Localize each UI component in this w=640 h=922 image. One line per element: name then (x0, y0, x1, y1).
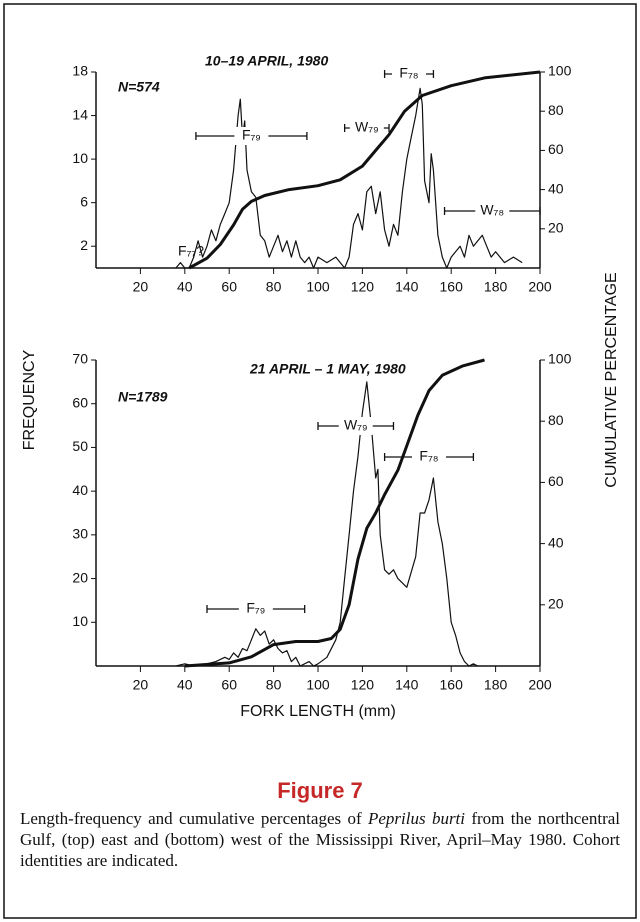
y2-tick-label: 100 (548, 351, 572, 367)
sample-size: N=574 (118, 79, 160, 95)
x-tick-label: 200 (528, 677, 552, 693)
cohort-label: W₇₉ (344, 417, 368, 433)
x-tick-label: 80 (266, 677, 282, 693)
cohort-label: F₇₉ (242, 127, 261, 143)
x-tick-label: 120 (351, 279, 375, 295)
y-tick-label: 30 (72, 526, 88, 542)
cumulative-line (184, 358, 485, 668)
frame (3, 3, 637, 919)
x-tick-label: 80 (266, 279, 282, 295)
y2-tick-label: 40 (548, 180, 564, 196)
y2-tick-label: 80 (548, 102, 564, 118)
figure-label: Figure 7 (277, 778, 363, 803)
cohort-label: F₇₉ (246, 600, 265, 616)
caption-text: Length-frequency and cumulative percenta… (20, 808, 620, 871)
caption-part: Length-frequency and cumulative percenta… (20, 809, 368, 828)
label-bg (234, 127, 269, 145)
cumulative-line (188, 70, 541, 270)
y-tick-label: 20 (72, 569, 88, 585)
y2-tick-label: 100 (548, 63, 572, 79)
y2-tick-label: 80 (548, 412, 564, 428)
y-tick-label: 2 (80, 237, 88, 253)
y2-tick-label: 60 (548, 141, 564, 157)
x-tick-label: 180 (484, 279, 508, 295)
x-tick-label: 100 (306, 677, 330, 693)
frequency-line (175, 87, 523, 269)
x-tick-label: 180 (484, 677, 508, 693)
label-bg (238, 600, 273, 618)
chart-title: 10–19 APRIL, 1980 (205, 53, 328, 69)
label-bg (338, 417, 373, 435)
y-tick-label: 10 (72, 150, 88, 166)
x-tick-label: 200 (528, 279, 552, 295)
sample-size: N=1789 (118, 389, 168, 405)
label-bg (412, 448, 446, 466)
caption-part: from the northcentral Gulf, (top) east a… (20, 809, 620, 870)
y-tick-label: 40 (72, 482, 88, 498)
y-tick-label: 10 (72, 613, 88, 629)
y-tick-label: 70 (72, 351, 88, 367)
x-tick-label: 100 (306, 279, 330, 295)
cohort-label: F₇₇? (178, 243, 204, 259)
caption: Figure 7 Length-frequency and cumulative… (20, 778, 620, 871)
x-tick-label: 20 (133, 279, 149, 295)
label-bg (349, 119, 384, 137)
y2-tick-label: 20 (548, 596, 564, 612)
y-label: FREQUENCY (21, 349, 38, 450)
label-bg (392, 65, 427, 83)
x-tick-label: 160 (440, 677, 464, 693)
x-tick-label: 40 (177, 279, 193, 295)
x-tick-label: 160 (440, 279, 464, 295)
y-tick-label: 14 (72, 106, 88, 122)
x-tick-label: 20 (133, 677, 149, 693)
x-tick-label: 40 (177, 677, 193, 693)
y2-tick-label: 20 (548, 220, 564, 236)
x-tick-label: 60 (221, 677, 237, 693)
caption-part: Peprilus burti (367, 809, 466, 828)
y-tick-label: 6 (80, 193, 88, 209)
y2-tick-label: 60 (548, 473, 564, 489)
x-tick-label: 60 (221, 279, 237, 295)
cohort-label: W₇₉ (355, 119, 379, 135)
x-label: FORK LENGTH (mm) (240, 703, 396, 720)
x-tick-label: 140 (395, 677, 419, 693)
y-tick-label: 60 (72, 394, 88, 410)
y2-tick-label: 40 (548, 534, 564, 550)
cohort-label: F₇₈ (419, 448, 438, 464)
cohort-label: F₇₈ (399, 65, 418, 81)
x-tick-label: 120 (351, 677, 375, 693)
label-bg (475, 202, 510, 220)
frequency-line (175, 381, 479, 667)
x-tick-label: 140 (395, 279, 419, 295)
y-tick-label: 18 (72, 63, 88, 79)
y2-label: CUMULATIVE PERCENTAGE (603, 272, 620, 487)
y-tick-label: 50 (72, 438, 88, 454)
chart-title: 21 APRIL – 1 MAY, 1980 (249, 361, 406, 377)
cohort-label: W₇₈ (480, 202, 504, 218)
